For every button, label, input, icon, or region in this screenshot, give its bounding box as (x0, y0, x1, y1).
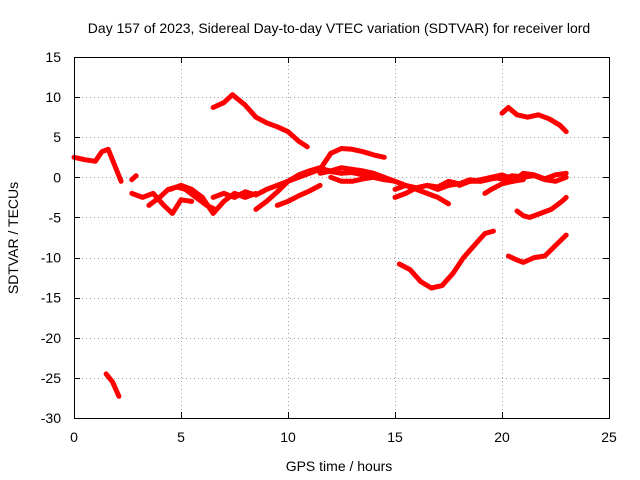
tick-labels: 0 5 10 15 20 25 15 10 5 0 -5 -10 -15 -20 -25 -30 (41, 49, 617, 445)
x-tick-label: 0 (70, 429, 78, 445)
series-sat-w (505, 232, 569, 265)
y-tick-label: 5 (53, 129, 61, 145)
series-sat-j (274, 182, 323, 208)
series-sat-b (103, 371, 122, 399)
series-sat-o (392, 182, 430, 200)
y-tick-label: 10 (45, 89, 61, 105)
series-sat-g (210, 92, 310, 150)
ticks (74, 57, 610, 419)
series-sat-c (129, 173, 139, 183)
x-tick-label: 15 (387, 429, 403, 445)
y-tick-label: -30 (41, 410, 61, 426)
grid (74, 57, 609, 418)
chart-title: Day 157 of 2023, Sidereal Day-to-day VTE… (88, 20, 590, 36)
series-sat-u (510, 170, 569, 184)
series-sat-v (514, 194, 569, 220)
x-tick-label: 20 (494, 429, 510, 445)
x-tick-label: 25 (601, 429, 617, 445)
y-axis-label: SDTVAR / TECUs (5, 182, 21, 294)
data-series (71, 92, 569, 399)
y-tick-label: -25 (41, 370, 61, 386)
series-sat-k (317, 146, 387, 172)
x-tick-label: 10 (280, 429, 296, 445)
y-tick-label: 0 (53, 169, 61, 185)
y-tick-label: -15 (41, 290, 61, 306)
y-tick-label: -5 (49, 209, 62, 225)
series-sat-m (328, 174, 451, 207)
series-sat-p (396, 228, 496, 291)
y-tick-label: 15 (45, 49, 61, 65)
y-tick-label: -20 (41, 330, 61, 346)
series-sat-t (499, 105, 569, 135)
x-axis-label: GPS time / hours (286, 458, 393, 474)
plot-frame (74, 57, 610, 419)
series-sat-d (129, 190, 195, 216)
y-tick-label: -10 (41, 250, 61, 266)
series-sat-a (71, 146, 124, 184)
x-tick-label: 5 (177, 429, 185, 445)
